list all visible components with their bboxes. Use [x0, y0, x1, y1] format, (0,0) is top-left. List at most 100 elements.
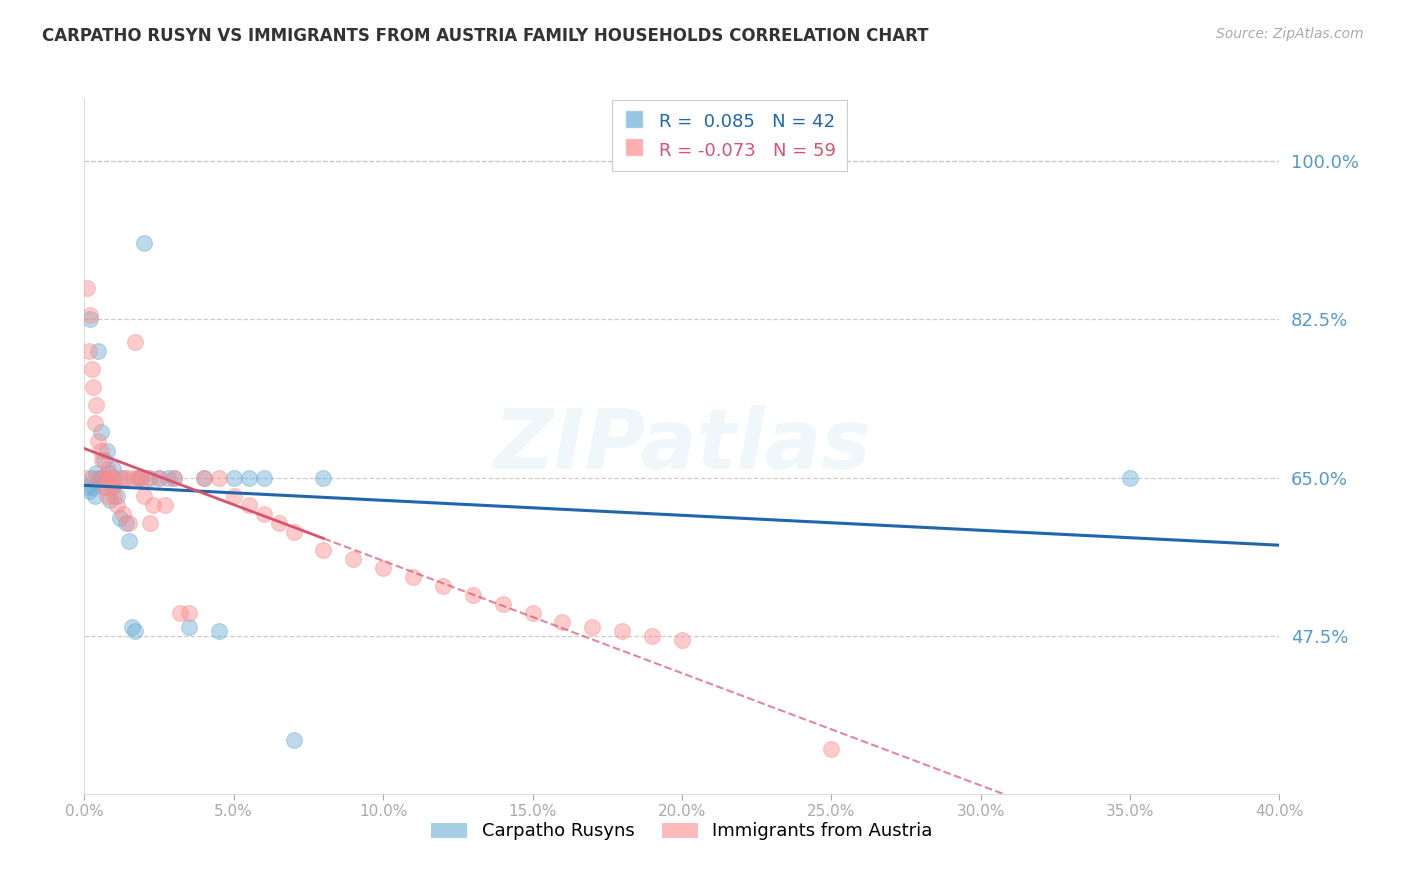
Point — [75, 470, 97, 484]
Point — [132, 489, 156, 503]
Point — [267, 516, 290, 530]
Point — [342, 552, 364, 566]
Point — [142, 498, 165, 512]
Point — [115, 516, 138, 530]
Point — [112, 470, 135, 484]
Point — [100, 480, 122, 494]
Point — [115, 470, 138, 484]
Point — [153, 498, 176, 512]
Point — [238, 498, 260, 512]
Point — [80, 362, 103, 376]
Point — [96, 489, 118, 503]
Point — [283, 732, 305, 747]
Point — [312, 542, 335, 557]
Legend: Carpatho Rusyns, Immigrants from Austria: Carpatho Rusyns, Immigrants from Austria — [425, 815, 939, 847]
Point — [118, 533, 141, 548]
Point — [139, 470, 162, 484]
Point — [83, 489, 105, 503]
Point — [101, 461, 124, 475]
Point — [96, 443, 118, 458]
Point — [87, 344, 110, 359]
Point — [208, 470, 231, 484]
Point — [551, 615, 574, 630]
Point — [238, 470, 260, 484]
Point — [110, 511, 132, 525]
Point — [283, 524, 305, 539]
Point — [100, 470, 122, 484]
Point — [820, 741, 842, 756]
Point — [112, 507, 135, 521]
Point — [90, 443, 112, 458]
Point — [93, 470, 115, 484]
Point — [222, 470, 245, 484]
Point — [1119, 470, 1142, 484]
Point — [163, 470, 186, 484]
Point — [89, 470, 111, 484]
Point — [169, 606, 191, 620]
Point — [91, 470, 114, 484]
Point — [222, 489, 245, 503]
Point — [110, 470, 132, 484]
Point — [98, 493, 121, 508]
Point — [97, 461, 120, 475]
Point — [641, 629, 664, 643]
Point — [76, 480, 98, 494]
Point — [105, 498, 128, 512]
Point — [193, 470, 215, 484]
Point — [89, 470, 111, 484]
Point — [82, 380, 104, 394]
Point — [80, 470, 103, 484]
Point — [671, 633, 693, 648]
Point — [132, 235, 156, 250]
Point — [121, 470, 143, 484]
Point — [124, 624, 146, 639]
Point — [87, 434, 110, 449]
Text: Source: ZipAtlas.com: Source: ZipAtlas.com — [1216, 27, 1364, 41]
Point — [461, 588, 484, 602]
Point — [79, 312, 101, 326]
Point — [97, 466, 120, 480]
Point — [103, 489, 125, 503]
Point — [93, 452, 115, 467]
Point — [312, 470, 335, 484]
Point — [127, 470, 149, 484]
Point — [83, 417, 105, 431]
Point — [402, 570, 425, 584]
Point — [522, 606, 544, 620]
Point — [163, 470, 186, 484]
Point — [86, 466, 108, 480]
Point — [118, 516, 141, 530]
Point — [129, 470, 152, 484]
Point — [157, 470, 180, 484]
Point — [492, 597, 515, 611]
Point — [98, 470, 121, 484]
Point — [193, 470, 215, 484]
Point — [121, 620, 143, 634]
Point — [139, 516, 162, 530]
Point — [373, 561, 395, 575]
Point — [581, 620, 603, 634]
Text: ZIPatlas: ZIPatlas — [494, 406, 870, 486]
Point — [79, 308, 101, 322]
Point — [253, 507, 276, 521]
Point — [129, 470, 152, 484]
Point — [127, 470, 149, 484]
Point — [77, 344, 100, 359]
Point — [82, 480, 104, 494]
Point — [148, 470, 170, 484]
Point — [124, 335, 146, 350]
Point — [76, 281, 98, 295]
Point — [105, 489, 128, 503]
Point — [208, 624, 231, 639]
Point — [94, 480, 117, 494]
Point — [103, 470, 125, 484]
Point — [86, 398, 108, 412]
Point — [177, 606, 200, 620]
Point — [91, 452, 114, 467]
Point — [101, 480, 124, 494]
Point — [94, 480, 117, 494]
Text: CARPATHO RUSYN VS IMMIGRANTS FROM AUSTRIA FAMILY HOUSEHOLDS CORRELATION CHART: CARPATHO RUSYN VS IMMIGRANTS FROM AUSTRI… — [42, 27, 929, 45]
Point — [90, 425, 112, 440]
Point — [432, 579, 454, 593]
Point — [148, 470, 170, 484]
